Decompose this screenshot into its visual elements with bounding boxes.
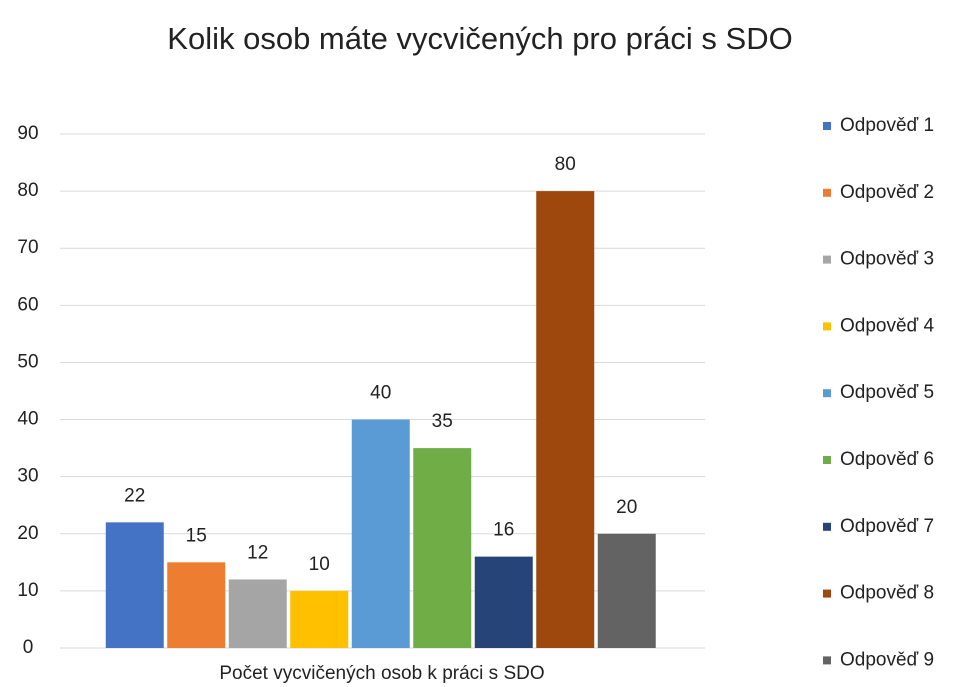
legend-marker (823, 322, 831, 331)
bar (597, 533, 656, 648)
legend-marker (823, 188, 831, 197)
legend-label: Odpověď 4 (840, 315, 935, 336)
bar (290, 590, 349, 648)
legend-label: Odpověď 3 (840, 249, 934, 270)
chart-title: Kolik osob máte vycvičených pro práci s … (167, 21, 792, 56)
data-label: 15 (186, 525, 207, 546)
bar (105, 522, 164, 648)
bar (474, 556, 533, 648)
y-tick-label: 0 (23, 637, 34, 658)
data-label: 35 (432, 411, 453, 432)
y-tick-label: 30 (17, 466, 38, 487)
y-tick-label: 10 (17, 580, 38, 601)
bar (413, 448, 472, 648)
data-label: 10 (309, 554, 330, 575)
data-label: 12 (247, 542, 268, 563)
data-label: 40 (370, 383, 391, 404)
legend-label: Odpověď 9 (840, 649, 934, 670)
y-tick-label: 20 (17, 523, 38, 544)
data-label: 16 (493, 520, 514, 541)
data-label: 80 (555, 154, 576, 175)
bar (228, 579, 287, 648)
legend-marker (823, 389, 831, 398)
legend-label: Odpověď 8 (840, 583, 934, 604)
legend-marker (823, 456, 831, 464)
legend-label: Odpověď 1 (840, 115, 934, 136)
legend-marker (823, 522, 831, 531)
data-label: 20 (616, 497, 637, 518)
legend-marker (823, 255, 831, 264)
legend-label: Odpověď 5 (840, 382, 934, 403)
y-tick-label: 90 (17, 123, 38, 144)
y-tick-label: 80 (17, 180, 38, 201)
bar (167, 562, 226, 648)
bar (536, 191, 595, 648)
legend-label: Odpověď 6 (840, 449, 934, 470)
legend-label: Odpověď 7 (840, 516, 934, 537)
y-tick-label: 70 (17, 237, 38, 258)
legend-label: Odpověď 2 (840, 182, 934, 203)
bar (351, 419, 410, 648)
y-tick-label: 60 (17, 294, 38, 315)
x-category-label: Počet vycvičených osob k práci s SDO (219, 663, 544, 684)
legend-marker (823, 589, 831, 598)
legend-marker (823, 656, 831, 665)
y-tick-label: 40 (17, 409, 38, 430)
y-tick-label: 50 (17, 351, 38, 372)
data-label: 22 (124, 485, 145, 506)
legend-marker (823, 122, 831, 130)
